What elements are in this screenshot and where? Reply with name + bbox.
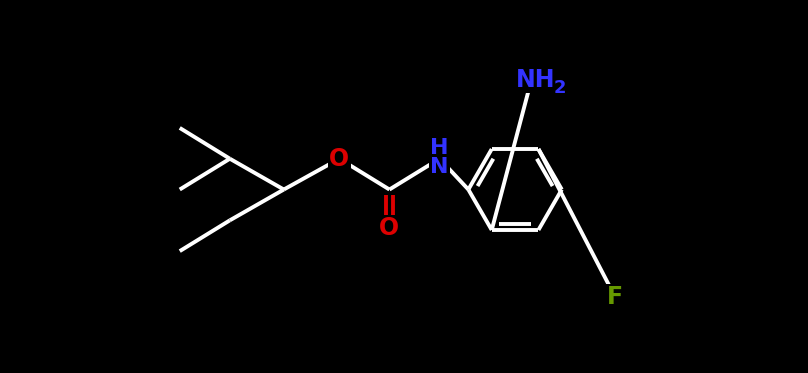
Text: N: N (431, 157, 448, 178)
Text: 2: 2 (553, 79, 566, 97)
Text: H: H (431, 138, 448, 159)
Text: O: O (330, 147, 349, 171)
Text: F: F (608, 285, 623, 309)
Text: O: O (380, 216, 399, 240)
Text: NH: NH (516, 68, 555, 92)
